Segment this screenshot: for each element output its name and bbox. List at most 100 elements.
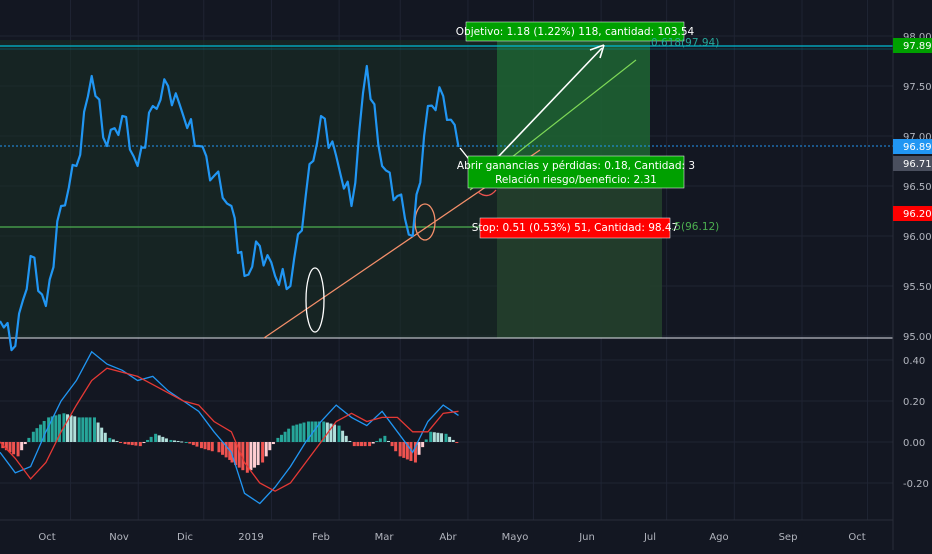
macd-line <box>0 350 459 505</box>
macd-histogram-bar <box>210 442 214 452</box>
macd-histogram-bar <box>164 438 168 442</box>
time-tick-label: Mar <box>375 532 395 543</box>
time-tick-label: Sep <box>779 532 798 543</box>
open-pl-label-text: Abrir ganancias y pérdidas: 0.18, Cantid… <box>457 160 695 172</box>
macd-histogram-bar <box>184 442 188 443</box>
macd-histogram-bar <box>310 421 314 442</box>
macd-histogram-bar <box>161 436 165 442</box>
macd-histogram-bar <box>27 437 31 442</box>
macd-histogram-bar <box>444 433 448 442</box>
macd-histogram-bar <box>142 442 146 444</box>
fib-lower-label: .5(96.12) <box>671 221 719 233</box>
macd-histogram-bar <box>325 422 329 442</box>
macd-histogram-bar <box>66 414 70 442</box>
macd-histogram-bar <box>88 417 92 442</box>
macd-histogram-bar <box>333 424 337 442</box>
macd-histogram-bar <box>237 442 241 468</box>
macd-histogram-bar <box>16 442 20 457</box>
macd-histogram-bar <box>73 416 77 442</box>
time-tick-label: Oct <box>848 532 865 543</box>
price-badge <box>893 156 932 171</box>
macd-histogram-bar <box>417 442 421 455</box>
macd-histogram-bar <box>249 442 253 471</box>
macd-histogram-bar <box>47 417 51 442</box>
macd-histogram-bar <box>371 442 375 444</box>
macd-histogram-bar <box>69 415 73 442</box>
macd-histogram-bar <box>314 421 318 442</box>
macd-histogram-bar <box>188 442 192 444</box>
macd-histogram-bar <box>271 442 275 445</box>
macd-histogram-bar <box>448 436 452 442</box>
price-series-line <box>0 64 460 352</box>
macd-histogram-bar <box>421 442 425 448</box>
macd-histogram-bar <box>96 422 100 442</box>
macd-histogram-bar <box>276 437 280 442</box>
macd-tick-label: 0.40 <box>903 356 925 367</box>
macd-histogram-bar <box>383 435 387 442</box>
price-axis-panel <box>893 0 932 550</box>
macd-histogram-bar <box>20 442 24 451</box>
price-tick-label: 97.00 <box>903 132 932 143</box>
macd-tick-label: -0.20 <box>903 479 929 490</box>
macd-histogram-bar <box>173 440 177 442</box>
time-tick-label: Oct <box>38 532 55 543</box>
price-badge <box>893 206 932 221</box>
price-tick-label: 96.00 <box>903 232 932 243</box>
macd-histogram-bar <box>4 442 8 451</box>
macd-histogram-bar <box>176 440 180 442</box>
time-tick-label: Jul <box>643 532 656 543</box>
macd-histogram-bar <box>256 442 260 466</box>
macd-histogram-bar <box>348 440 352 442</box>
macd-histogram-bar <box>127 442 131 445</box>
macd-histogram-bar <box>394 442 398 452</box>
macd-histogram-bar <box>245 442 249 473</box>
macd-histogram-bar <box>455 442 459 444</box>
macd-histogram-bar <box>363 442 367 447</box>
arrow-head-icon <box>589 44 605 59</box>
macd-histogram-bar <box>368 442 372 447</box>
circle-annotation <box>477 189 497 197</box>
macd-histogram-bar <box>169 439 173 442</box>
time-tick-label: Ago <box>709 532 728 543</box>
macd-histogram-bar <box>279 434 283 442</box>
time-tick-label: Nov <box>109 532 129 543</box>
macd-histogram-bar <box>57 414 61 442</box>
macd-histogram-bar <box>191 442 195 446</box>
macd-histogram-bar <box>203 442 207 450</box>
macd-histogram-bar <box>317 421 321 442</box>
macd-histogram-bar <box>440 433 444 442</box>
macd-histogram-bar <box>138 442 142 447</box>
macd-histogram-bar <box>134 442 138 446</box>
circle-annotation <box>305 267 325 333</box>
macd-histogram-bar <box>8 442 12 453</box>
macd-histogram-bar <box>302 422 306 442</box>
macd-histogram-bar <box>352 442 356 447</box>
macd-histogram-bar <box>42 420 46 442</box>
macd-histogram-bar <box>306 421 310 442</box>
macd-histogram-bar <box>119 442 123 443</box>
macd-histogram-bar <box>298 423 302 442</box>
price-badge <box>893 38 932 53</box>
macd-histogram-bar <box>241 442 245 471</box>
price-badge <box>893 139 932 154</box>
macd-histogram-bar <box>149 436 153 442</box>
macd-histogram-bar <box>291 425 295 442</box>
macd-histogram-bar <box>344 435 348 442</box>
open-pl-label-text: Relación riesgo/beneficio: 2.31 <box>495 174 657 186</box>
macd-histogram-bar <box>199 442 203 449</box>
macd-histogram-bar <box>195 442 199 447</box>
macd-histogram-bar <box>100 427 104 442</box>
fib-upper-label: 0.618(97.94) <box>651 37 719 49</box>
macd-histogram-bar <box>283 431 287 442</box>
macd-histogram-bar <box>207 442 211 451</box>
macd-histogram-bar <box>50 416 54 442</box>
risk-zone <box>497 185 662 338</box>
macd-histogram-bar <box>217 442 221 453</box>
macd-histogram-bar <box>375 440 379 442</box>
macd-histogram-bar <box>413 442 417 463</box>
price-badge-label: 97.89 <box>903 41 932 52</box>
macd-histogram-bar <box>221 442 225 455</box>
macd-histogram-bar <box>84 417 88 442</box>
